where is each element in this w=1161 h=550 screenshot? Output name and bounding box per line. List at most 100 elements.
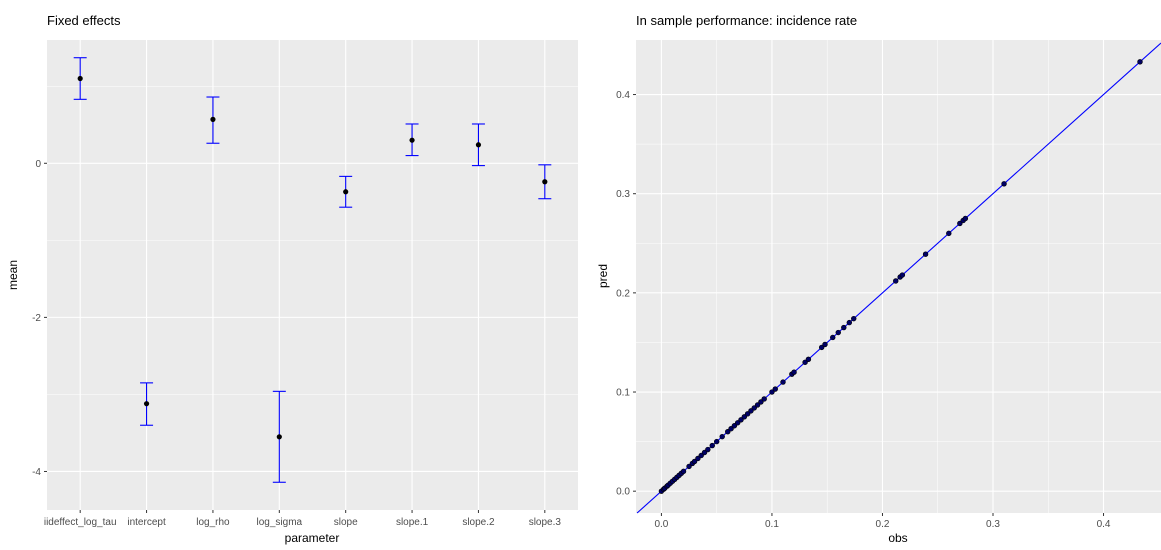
scatter-points — [658, 59, 1143, 494]
y-tick-label: -2 — [32, 313, 41, 324]
mean-point — [143, 401, 150, 407]
y-tick-label: 0.2 — [616, 288, 630, 299]
x-tick-label: 0.1 — [765, 519, 779, 530]
mean-point — [409, 137, 415, 143]
scatter-point — [899, 272, 906, 278]
fixed-effects-x-axis-label: parameter — [285, 531, 340, 545]
incidence-rate-marks — [636, 42, 1161, 514]
x-tick-label: 0.0 — [654, 519, 668, 530]
incidence-rate-y-axis-label: pred — [596, 264, 610, 288]
scatter-point — [744, 411, 751, 417]
scatter-point — [709, 442, 715, 449]
scatter-point — [725, 428, 731, 435]
fixed-effects-y-axis-label: mean — [6, 260, 20, 290]
scatter-point — [713, 438, 720, 445]
scatter-point — [780, 379, 786, 385]
scatter-point — [851, 315, 857, 322]
scatter-point — [751, 405, 757, 411]
scatter-point — [1001, 181, 1007, 187]
errorbar-intercept — [140, 382, 154, 426]
scatter-point — [818, 344, 825, 351]
y-tick-label: 0 — [35, 159, 41, 170]
mean-point — [77, 75, 83, 82]
scatter-point — [957, 220, 963, 227]
scatter-point — [758, 399, 764, 405]
errorbar-slope.2 — [471, 123, 485, 167]
y-tick-label: 0.3 — [616, 189, 630, 200]
x-tick-label: slope.3 — [529, 517, 562, 528]
incidence-rate-x-axis-label: obs — [888, 531, 907, 545]
scatter-point — [691, 458, 698, 465]
scatter-point — [822, 341, 828, 348]
scatter-point — [701, 449, 708, 456]
x-tick-label: log_rho — [196, 517, 230, 528]
scatter-point — [772, 386, 778, 392]
scatter-point — [830, 334, 836, 341]
x-tick-label: log_sigma — [257, 517, 303, 528]
x-tick-label: 0.2 — [876, 519, 890, 530]
mean-point — [343, 189, 349, 195]
incidence-rate-panel: In sample performance: incidence rate 0.… — [596, 13, 1161, 545]
scatter-point — [754, 402, 761, 408]
y-tick-label: 0.0 — [616, 487, 630, 498]
scatter-point — [719, 433, 725, 440]
scatter-point — [741, 414, 748, 420]
x-tick-label: slope.2 — [462, 517, 495, 528]
scatter-point — [835, 329, 841, 336]
scatter-point — [922, 251, 929, 257]
x-tick-label: iideffect_log_tau — [44, 517, 117, 528]
scatter-point — [946, 230, 952, 237]
y-tick-label: 0.4 — [616, 90, 630, 101]
fixed-effects-grid — [47, 40, 578, 510]
x-tick-label: intercept — [127, 517, 166, 528]
errorbar-slope — [339, 175, 353, 208]
mean-point — [276, 434, 282, 440]
mean-point — [210, 116, 216, 122]
scatter-point — [805, 356, 812, 362]
errorbar-log_rho — [206, 96, 220, 144]
errorbar-log_sigma — [272, 390, 286, 483]
incidence-rate-title: In sample performance: incidence rate — [636, 13, 857, 28]
scatter-point — [893, 278, 899, 284]
y-tick-label: -4 — [32, 467, 41, 478]
scatter-point — [698, 452, 704, 459]
scatter-point — [761, 396, 767, 402]
scatter-point — [686, 463, 692, 470]
scatter-point — [734, 420, 741, 426]
scatter-point — [705, 446, 711, 453]
errorbar-slope.1 — [405, 123, 419, 157]
mean-point — [542, 179, 548, 185]
fixed-effects-title: Fixed effects — [47, 13, 121, 28]
x-tick-label: slope — [334, 517, 358, 528]
mean-point — [475, 142, 482, 148]
scatter-point — [728, 426, 734, 432]
incidence-rate-grid — [636, 40, 1161, 513]
scatter-point — [962, 215, 969, 222]
errorbar-slope.3 — [538, 164, 552, 200]
errorbar-iideffect_log_tau — [73, 57, 87, 100]
scatter-point — [1137, 59, 1143, 65]
x-tick-label: 0.3 — [986, 519, 1000, 530]
incidence-rate-y-axis: 0.0 0.1 0.2 0.3 0.4 — [616, 90, 636, 498]
fixed-effects-plot-area — [47, 40, 578, 510]
y-tick-label: 0.1 — [616, 388, 630, 399]
scatter-point — [791, 369, 797, 375]
scatter-point — [841, 324, 847, 331]
scatter-point — [748, 408, 754, 414]
scatter-point — [769, 389, 775, 395]
scatter-point — [680, 468, 687, 475]
incidence-rate-x-axis: 0.0 0.1 0.2 0.3 0.4 — [654, 513, 1111, 530]
fixed-effects-panel: Fixed effects -4 -2 0 iideffect_log_tau int… — [6, 13, 578, 545]
x-tick-label: slope.1 — [396, 517, 429, 528]
fixed-effects-marks — [73, 57, 552, 483]
scatter-point — [802, 359, 808, 365]
scatter-point — [846, 319, 853, 326]
scatter-point — [695, 455, 701, 462]
scatter-point — [738, 417, 744, 423]
scatter-point — [731, 423, 738, 429]
fixed-effects-y-axis: -4 -2 0 — [32, 159, 47, 478]
x-tick-label: 0.4 — [1097, 519, 1111, 530]
fixed-effects-x-axis: iideffect_log_tau intercept log_rho log_sig… — [44, 510, 562, 528]
